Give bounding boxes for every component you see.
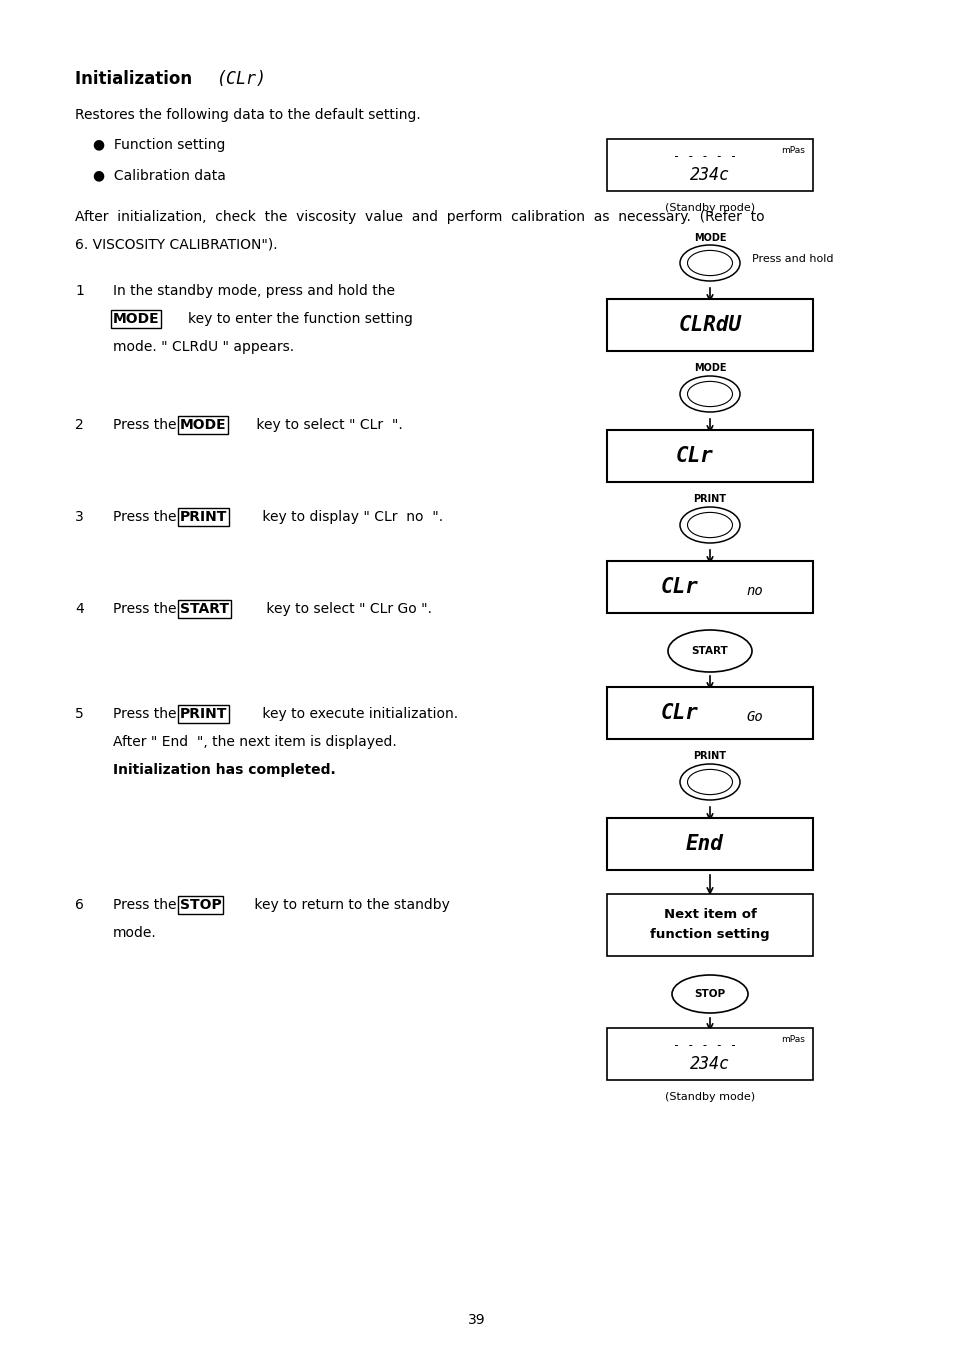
- Ellipse shape: [671, 975, 747, 1012]
- Text: 39: 39: [468, 1314, 485, 1327]
- Text: 2: 2: [75, 418, 84, 432]
- Text: After " End  ", the next item is displayed.: After " End ", the next item is displaye…: [112, 734, 396, 749]
- Text: mode.: mode.: [112, 926, 156, 940]
- Text: (CLr): (CLr): [216, 70, 267, 88]
- Text: MODE: MODE: [693, 363, 725, 373]
- Text: key to return to the standby: key to return to the standby: [250, 898, 450, 913]
- Text: START: START: [691, 647, 727, 656]
- Text: 1: 1: [75, 284, 84, 298]
- FancyBboxPatch shape: [607, 687, 812, 738]
- FancyBboxPatch shape: [607, 298, 812, 351]
- Text: ●  Calibration data: ● Calibration data: [92, 167, 226, 182]
- Text: Initialization: Initialization: [75, 70, 197, 88]
- Text: 5: 5: [75, 707, 84, 721]
- Text: PRINT: PRINT: [180, 707, 227, 721]
- Text: MODE: MODE: [112, 312, 159, 325]
- Text: key to execute initialization.: key to execute initialization.: [257, 707, 457, 721]
- Text: PRINT: PRINT: [693, 494, 726, 504]
- Ellipse shape: [679, 764, 740, 801]
- Text: Next item of: Next item of: [663, 909, 756, 922]
- Text: mPas: mPas: [781, 1035, 804, 1044]
- Text: 3: 3: [75, 510, 84, 524]
- Text: PRINT: PRINT: [180, 510, 227, 524]
- Ellipse shape: [667, 630, 751, 672]
- Text: 234c: 234c: [689, 1054, 729, 1073]
- FancyBboxPatch shape: [607, 139, 812, 190]
- Text: Press the: Press the: [112, 418, 181, 432]
- Text: (Standby mode): (Standby mode): [664, 1092, 754, 1102]
- Ellipse shape: [687, 769, 732, 795]
- Text: 4: 4: [75, 602, 84, 616]
- Text: After  initialization,  check  the  viscosity  value  and  perform  calibration : After initialization, check the viscosit…: [75, 211, 763, 224]
- FancyBboxPatch shape: [607, 1027, 812, 1080]
- Text: mPas: mPas: [781, 146, 804, 155]
- Text: function setting: function setting: [650, 929, 769, 941]
- Text: End: End: [685, 834, 723, 855]
- Text: key to select " CLr Go ".: key to select " CLr Go ".: [262, 602, 432, 616]
- FancyBboxPatch shape: [607, 562, 812, 613]
- Text: mode. " CLRdU " appears.: mode. " CLRdU " appears.: [112, 340, 294, 354]
- Text: Restores the following data to the default setting.: Restores the following data to the defau…: [75, 108, 420, 122]
- Text: - - - - -: - - - - -: [672, 150, 737, 163]
- Text: START: START: [180, 602, 229, 616]
- Text: no: no: [746, 585, 762, 598]
- FancyBboxPatch shape: [607, 818, 812, 869]
- Ellipse shape: [679, 377, 740, 412]
- Text: 6: 6: [75, 898, 84, 913]
- Text: 234c: 234c: [689, 166, 729, 184]
- Text: (Standby mode): (Standby mode): [664, 202, 754, 213]
- Text: CLr: CLr: [660, 703, 699, 724]
- Text: CLr: CLr: [676, 446, 713, 466]
- Text: Press the: Press the: [112, 510, 181, 524]
- Text: Initialization has completed.: Initialization has completed.: [112, 763, 335, 778]
- Text: MODE: MODE: [693, 234, 725, 243]
- Text: key to display " CLr  no  ".: key to display " CLr no ".: [257, 510, 442, 524]
- FancyBboxPatch shape: [607, 431, 812, 482]
- Ellipse shape: [687, 513, 732, 537]
- Text: MODE: MODE: [180, 418, 227, 432]
- Text: STOP: STOP: [180, 898, 221, 913]
- Text: CLr: CLr: [660, 576, 699, 597]
- Text: ●  Function setting: ● Function setting: [92, 138, 225, 153]
- Text: PRINT: PRINT: [693, 751, 726, 761]
- Text: Press the: Press the: [112, 898, 181, 913]
- Text: - - - - -: - - - - -: [672, 1040, 737, 1053]
- Text: key to enter the function setting: key to enter the function setting: [188, 312, 413, 325]
- Ellipse shape: [687, 250, 732, 275]
- Text: Go: Go: [746, 710, 762, 724]
- Ellipse shape: [687, 382, 732, 406]
- Text: Press the: Press the: [112, 602, 181, 616]
- Ellipse shape: [679, 508, 740, 543]
- Text: CLRdU: CLRdU: [678, 315, 740, 335]
- Text: key to select " CLr  ".: key to select " CLr ".: [252, 418, 402, 432]
- Ellipse shape: [679, 244, 740, 281]
- Text: In the standby mode, press and hold the: In the standby mode, press and hold the: [112, 284, 395, 298]
- Text: STOP: STOP: [694, 990, 725, 999]
- Text: Press and hold: Press and hold: [751, 254, 833, 265]
- Text: 6. VISCOSITY CALIBRATION").: 6. VISCOSITY CALIBRATION").: [75, 238, 277, 252]
- Text: Press the: Press the: [112, 707, 181, 721]
- FancyBboxPatch shape: [607, 894, 812, 956]
